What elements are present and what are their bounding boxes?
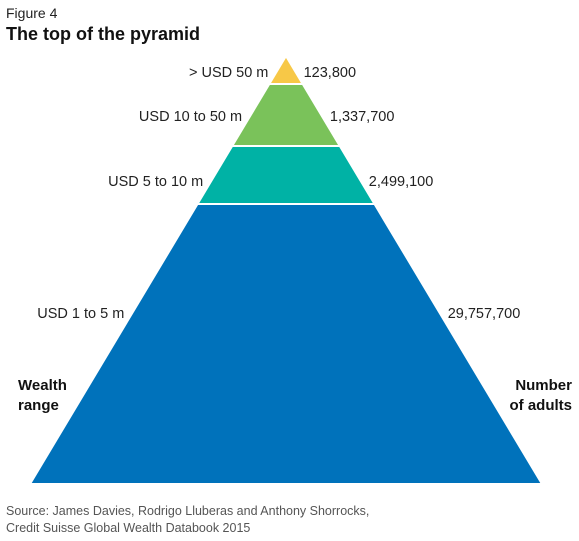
number-of-adults-line-2: of adults: [509, 397, 573, 414]
pyramid-tier-3: [195, 145, 377, 205]
number-of-adults-axis-title: Number of adults: [508, 376, 573, 416]
pyramid-tier-4: [28, 203, 544, 485]
wealth-range-line-1: Wealth: [18, 377, 67, 394]
wealth-range-axis-title: Wealth range: [18, 376, 67, 416]
number-of-adults-line-1: Number: [515, 377, 572, 394]
tier-adults-label-4: 29,757,700: [448, 306, 521, 322]
tier-range-label-2: USD 10 to 50 m: [139, 109, 242, 125]
source-line-2: Credit Suisse Global Wealth Databook 201…: [6, 521, 251, 535]
source-note: Source: James Davies, Rodrigo Lluberas a…: [6, 503, 369, 537]
tier-adults-label-1: 123,800: [304, 65, 356, 81]
chart-title: The top of the pyramid: [6, 24, 201, 44]
tier-adults-label-2: 1,337,700: [330, 109, 395, 125]
pyramid-tier-1: [267, 54, 305, 85]
tier-adults-label-3: 2,499,100: [369, 174, 434, 190]
source-line-1: Source: James Davies, Rodrigo Lluberas a…: [6, 504, 370, 518]
tier-range-label-3: USD 5 to 10 m: [108, 174, 203, 190]
wealth-range-line-2: range: [18, 397, 59, 414]
tier-range-label-4: USD 1 to 5 m: [37, 306, 124, 322]
tier-range-label-1: > USD 50 m: [189, 65, 268, 81]
figure-label: Figure 4: [6, 5, 58, 21]
pyramid-tier-2: [230, 83, 342, 147]
